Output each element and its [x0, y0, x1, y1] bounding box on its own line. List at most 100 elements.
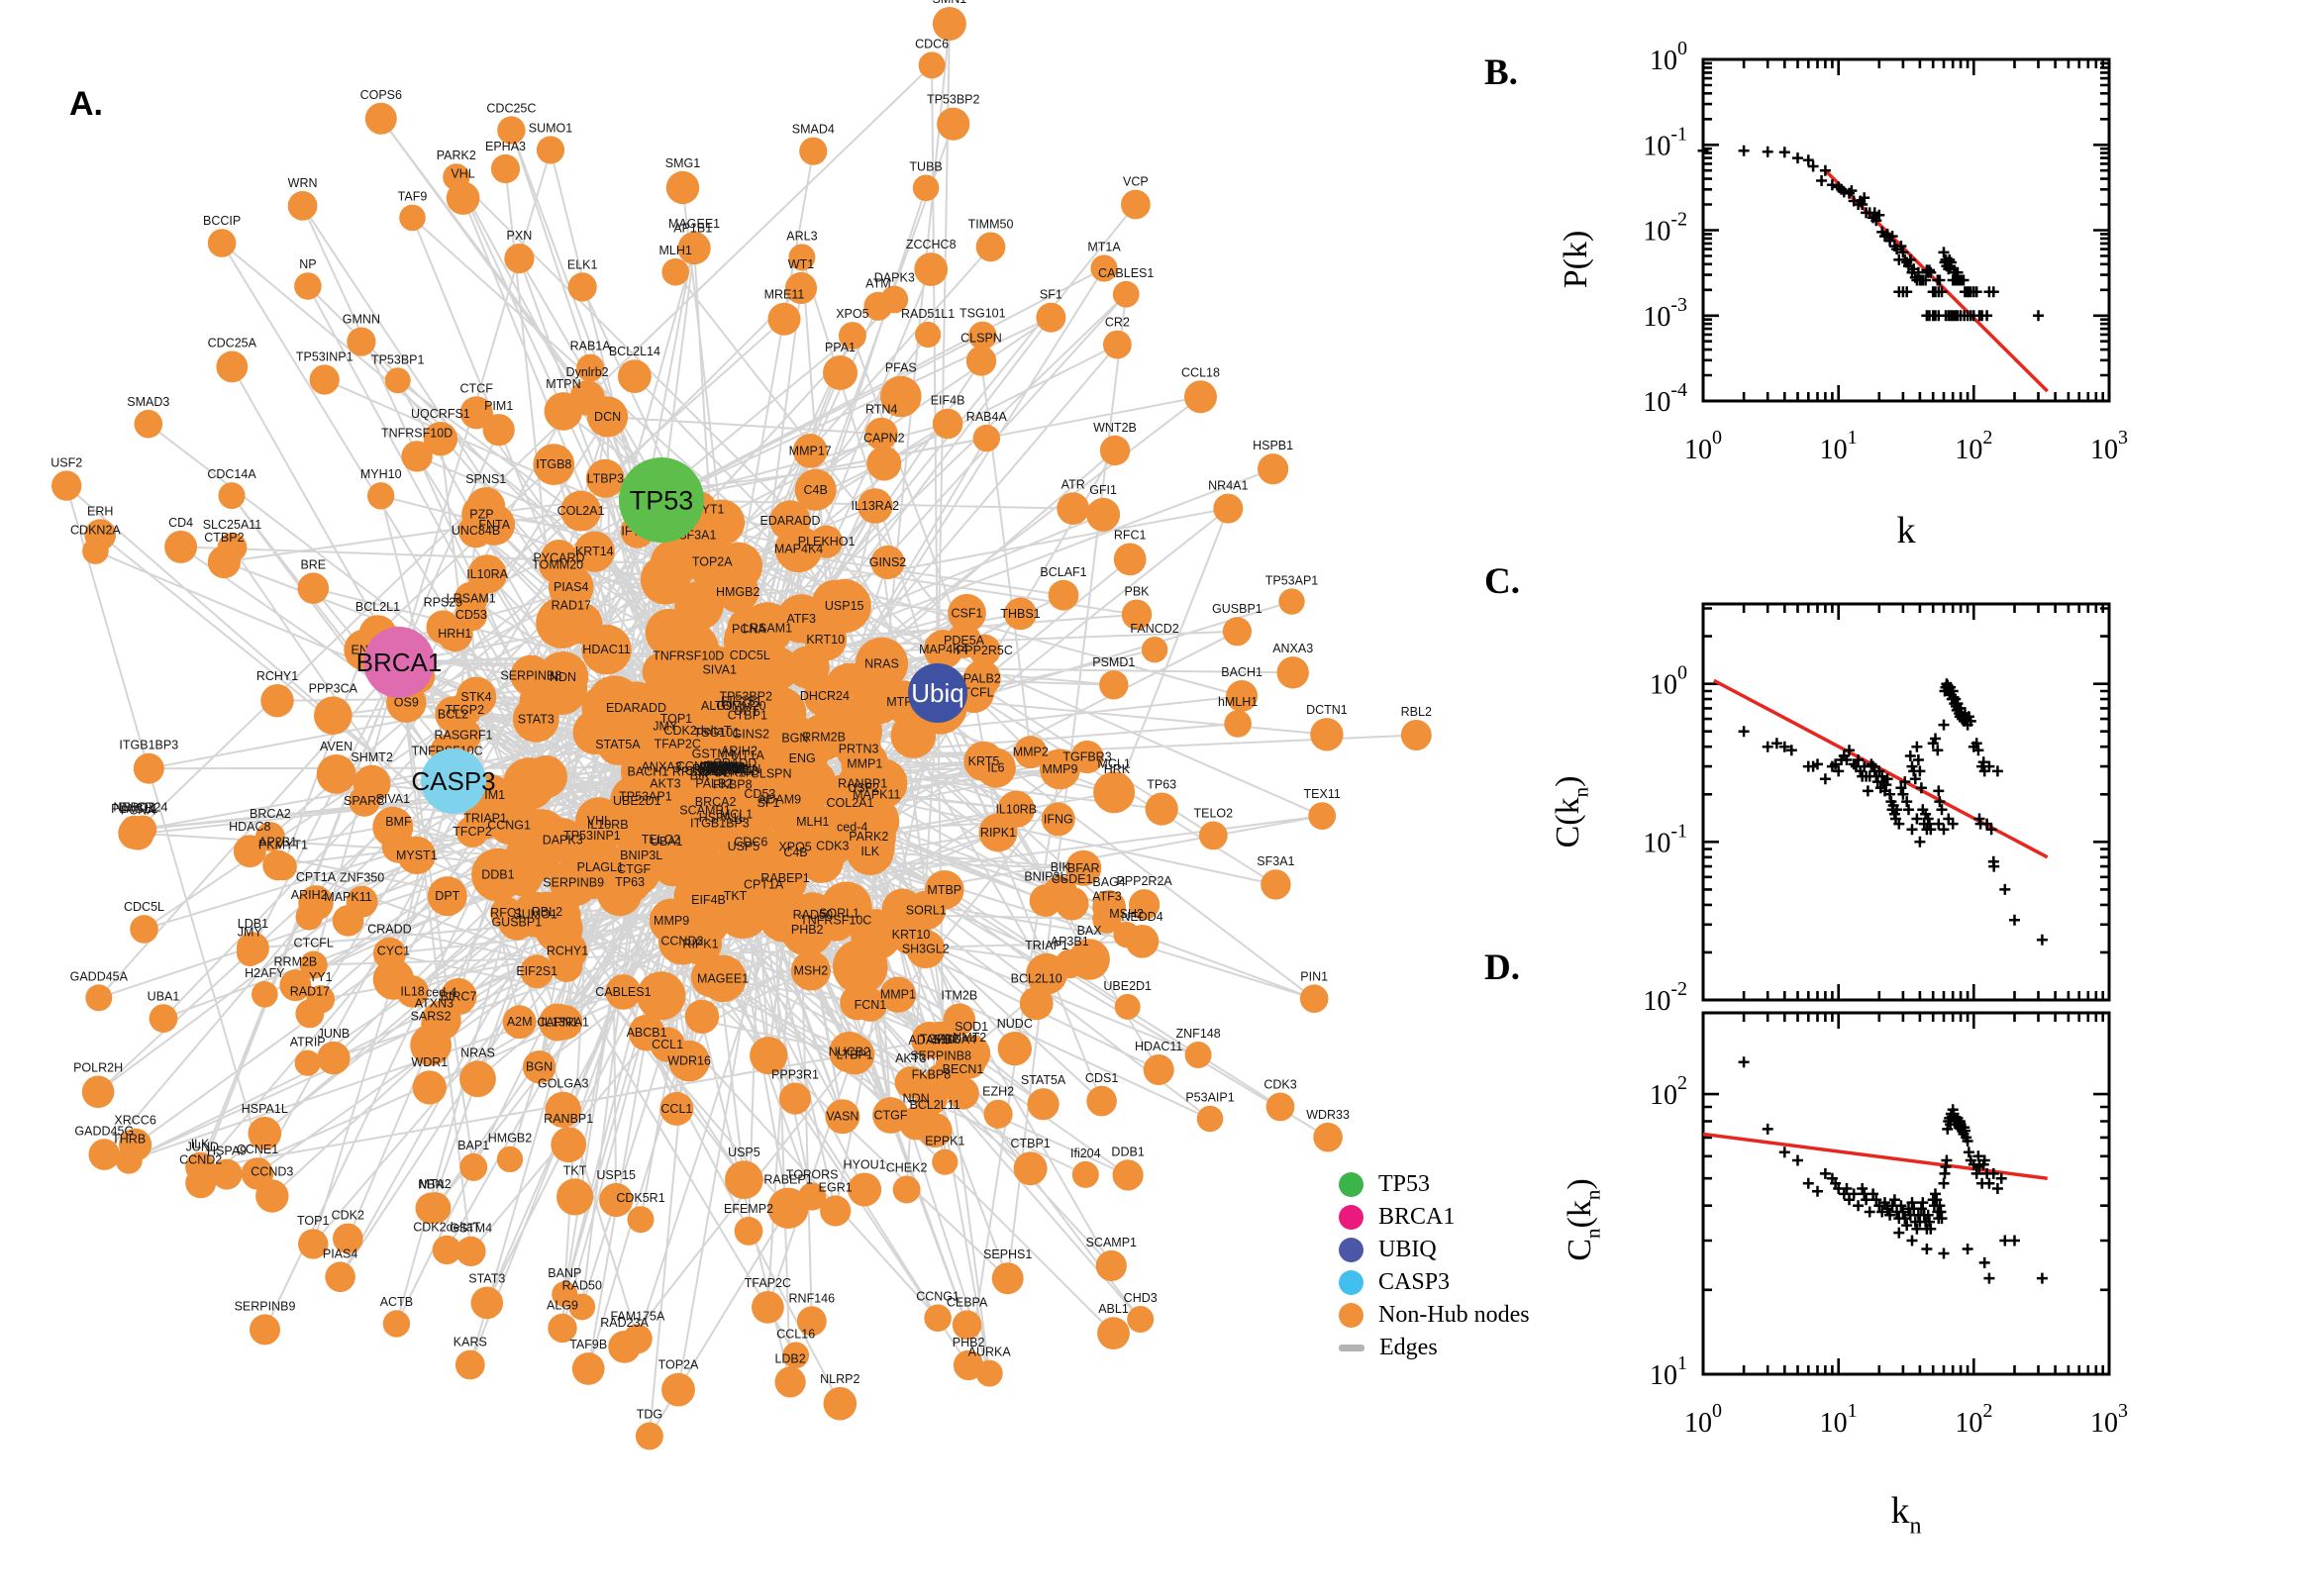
svg-text:FANCD2: FANCD2 — [1130, 622, 1178, 636]
svg-text:CTCF: CTCF — [460, 381, 494, 395]
svg-text:STK4: STK4 — [460, 690, 491, 704]
svg-text:GMNN: GMNN — [343, 313, 380, 327]
svg-text:S100A4: S100A4 — [933, 1033, 977, 1047]
svg-text:103: 103 — [2090, 1400, 2128, 1439]
svg-text:NMT2: NMT2 — [953, 1031, 986, 1045]
svg-text:PZP: PZP — [469, 507, 493, 521]
svg-text:ALG9: ALG9 — [547, 1299, 578, 1313]
svg-text:VHL: VHL — [587, 814, 611, 828]
svg-text:NEDD8: NEDD8 — [701, 760, 743, 774]
legend-item-label: Non-Hub nodes — [1378, 1302, 1530, 1328]
svg-text:MLH1: MLH1 — [659, 244, 692, 257]
svg-text:P53AIP1: P53AIP1 — [1185, 1091, 1234, 1105]
non-hub-nodes-layer — [50, 7, 1432, 1450]
legend-item-label: Edges — [1379, 1335, 1438, 1360]
svg-text:BAP1: BAP1 — [457, 1139, 489, 1152]
svg-text:PPP3R1: PPP3R1 — [771, 1068, 819, 1082]
svg-text:CDK2deltaT: CDK2deltaT — [663, 724, 731, 738]
svg-text:CCL1: CCL1 — [652, 1038, 683, 1051]
svg-text:DCN: DCN — [594, 410, 621, 424]
svg-text:PIM1: PIM1 — [484, 399, 513, 413]
svg-text:BCL2: BCL2 — [438, 708, 468, 722]
hub-node-casp3: CASP3 — [411, 748, 496, 814]
svg-text:MCL1: MCL1 — [720, 808, 753, 822]
svg-text:10-2: 10-2 — [1643, 209, 1687, 248]
svg-text:TKT: TKT — [724, 889, 748, 903]
svg-text:CCNE1: CCNE1 — [237, 1143, 278, 1156]
svg-text:ARIH2: ARIH2 — [291, 888, 328, 902]
svg-text:GINS2: GINS2 — [733, 727, 770, 741]
svg-text:RIPK1: RIPK1 — [682, 937, 718, 950]
svg-text:BNIP3L: BNIP3L — [1024, 870, 1066, 884]
svg-text:UBA1: UBA1 — [651, 835, 683, 848]
svg-text:BRCA2: BRCA2 — [250, 807, 291, 821]
svg-text:TP63: TP63 — [615, 875, 645, 889]
svg-text:IL10RA: IL10RA — [466, 567, 508, 581]
svg-text:TSG101: TSG101 — [694, 726, 741, 740]
node-swatch-icon — [1339, 1270, 1364, 1295]
svg-text:MAPK11: MAPK11 — [324, 890, 371, 904]
svg-text:PPP2R2A: PPP2R2A — [1116, 874, 1172, 888]
svg-text:SPNS1: SPNS1 — [465, 472, 506, 486]
svg-text:SF3A1: SF3A1 — [1257, 854, 1294, 868]
svg-text:TOMM20: TOMM20 — [715, 699, 766, 713]
svg-text:USP5: USP5 — [728, 1146, 760, 1159]
svg-text:CABLES1: CABLES1 — [1098, 266, 1154, 280]
svg-text:Cn(kn): Cn(kn) — [1562, 1178, 1605, 1260]
svg-text:CTGF: CTGF — [617, 862, 651, 876]
svg-text:RAD23A: RAD23A — [600, 1316, 649, 1330]
svg-text:PPP3R1: PPP3R1 — [699, 760, 747, 774]
svg-text:SLC25A11: SLC25A11 — [203, 518, 262, 532]
svg-text:CDC25C: CDC25C — [486, 101, 536, 115]
svg-text:PHB2: PHB2 — [791, 923, 824, 937]
svg-text:HSPA1L: HSPA1L — [699, 811, 746, 825]
svg-text:kn: kn — [1891, 1490, 1922, 1540]
svg-text:CAPN2: CAPN2 — [863, 432, 905, 446]
svg-text:10-4: 10-4 — [1643, 379, 1687, 418]
svg-text:PALB2: PALB2 — [963, 671, 1001, 685]
svg-text:MSH2: MSH2 — [1109, 907, 1144, 921]
svg-text:UBE2D1: UBE2D1 — [1103, 979, 1152, 993]
svg-text:CD4: CD4 — [168, 516, 193, 530]
svg-text:USP5: USP5 — [728, 840, 760, 853]
svg-text:XRCC6: XRCC6 — [114, 1114, 155, 1128]
svg-text:EIF4B: EIF4B — [691, 893, 726, 907]
svg-text:KRT5: KRT5 — [968, 754, 1000, 768]
svg-text:ZNF350: ZNF350 — [340, 871, 384, 885]
svg-text:SCAMP1: SCAMP1 — [679, 804, 730, 818]
svg-text:CEBPA: CEBPA — [947, 1295, 988, 1309]
svg-text:SIVA1: SIVA1 — [702, 662, 737, 676]
svg-text:TP53BP2: TP53BP2 — [719, 690, 772, 704]
svg-text:VHL: VHL — [451, 166, 474, 180]
svg-text:PARK2: PARK2 — [849, 830, 888, 844]
svg-text:MYST1: MYST1 — [396, 848, 438, 862]
svg-text:CDK3: CDK3 — [1263, 1078, 1296, 1092]
svg-text:TFCP2: TFCP2 — [453, 825, 492, 839]
svg-text:PKMYT1: PKMYT1 — [258, 838, 308, 851]
svg-text:TELO2: TELO2 — [1193, 807, 1233, 821]
svg-text:TNFRSF10D: TNFRSF10D — [653, 649, 724, 663]
svg-text:NUDC: NUDC — [997, 1017, 1033, 1031]
svg-text:HMGB2: HMGB2 — [488, 1132, 533, 1146]
svg-text:C4B: C4B — [783, 846, 807, 859]
svg-text:TNFRSF10C: TNFRSF10C — [800, 914, 871, 928]
svg-text:ADAM9: ADAM9 — [908, 1034, 951, 1047]
svg-text:Ifi204: Ifi204 — [1070, 1147, 1101, 1160]
svg-text:100: 100 — [1650, 662, 1687, 701]
svg-text:PXN: PXN — [507, 229, 533, 243]
svg-text:EPPK1: EPPK1 — [925, 1135, 964, 1148]
svg-text:CCL18: CCL18 — [1181, 365, 1220, 379]
svg-text:PLEKHO1: PLEKHO1 — [798, 535, 856, 549]
svg-text:CDK2: CDK2 — [332, 1209, 364, 1223]
svg-text:CPT1A: CPT1A — [744, 877, 784, 891]
svg-text:MMP1: MMP1 — [880, 988, 916, 1002]
svg-text:101: 101 — [1650, 1352, 1687, 1391]
svg-text:WDR1: WDR1 — [411, 1055, 448, 1069]
hub-node-label: BRCA1 — [356, 648, 443, 677]
panel-c-plot: 100 10-1 10-2 C(kn) — [1550, 602, 2111, 1017]
svg-text:CTBP1: CTBP1 — [728, 709, 767, 723]
svg-text:BANP: BANP — [548, 1266, 581, 1280]
svg-text:CAPN1: CAPN1 — [537, 1016, 578, 1030]
svg-text:THBS1: THBS1 — [1000, 607, 1040, 621]
svg-text:NUCB2: NUCB2 — [829, 1046, 870, 1059]
